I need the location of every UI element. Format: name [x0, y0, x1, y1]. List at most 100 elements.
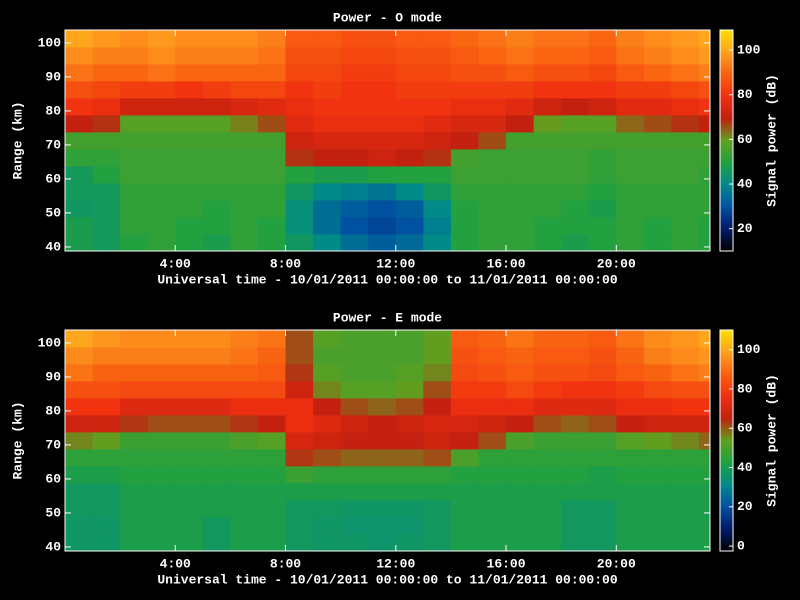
- heatmap-cell: [175, 47, 204, 65]
- heatmap-cell: [313, 81, 342, 99]
- heatmap-cell: [395, 381, 424, 399]
- heatmap-cell: [230, 183, 259, 201]
- heatmap-cell: [616, 415, 645, 433]
- colorbar-tick-label: 20: [737, 499, 753, 514]
- heatmap-cell: [65, 64, 93, 82]
- colorbar-tick-label: 60: [737, 421, 753, 436]
- heatmap-cell: [588, 364, 617, 382]
- heatmap-cell: [395, 449, 424, 467]
- heatmap-cell: [92, 149, 121, 167]
- x-tick-label: 20:00: [597, 556, 636, 571]
- heatmap-cell: [147, 98, 176, 116]
- heatmap-cell: [698, 483, 710, 501]
- heatmap-cell: [561, 534, 590, 551]
- heatmap-cell: [561, 449, 590, 467]
- heatmap-cell: [202, 166, 231, 184]
- heatmap-cell: [423, 81, 452, 99]
- heatmap-cell: [313, 183, 342, 201]
- heatmap-cell: [643, 132, 672, 150]
- heatmap-cell: [257, 534, 286, 551]
- heatmap-cell: [506, 330, 534, 348]
- x-tick-label: 4:00: [160, 556, 191, 571]
- heatmap-cell: [285, 466, 314, 484]
- y-tick-label: 60: [45, 471, 61, 486]
- heatmap-cell: [561, 483, 590, 501]
- heatmap-cell: [120, 466, 149, 484]
- heatmap-cell: [368, 98, 397, 116]
- colorbar: [719, 29, 734, 252]
- heatmap-cell: [120, 149, 149, 167]
- heatmap-cell: [450, 132, 479, 150]
- heatmap-cell: [423, 115, 452, 133]
- heatmap-cell: [313, 517, 342, 535]
- heatmap-cell: [588, 132, 617, 150]
- heatmap-cell: [92, 183, 121, 201]
- heatmap-cell: [671, 381, 700, 399]
- heatmap-cell: [395, 98, 424, 116]
- heatmap-cell: [643, 500, 672, 518]
- heatmap-cell: [147, 381, 176, 399]
- heatmap-cell: [120, 500, 149, 518]
- heatmap-cell: [698, 364, 710, 382]
- heatmap-cell: [65, 81, 93, 99]
- heatmap-cell: [478, 47, 507, 65]
- heatmap-cell: [313, 234, 342, 251]
- heatmap-cell: [147, 347, 176, 365]
- heatmap-cell: [506, 149, 534, 167]
- heatmap-cell: [698, 330, 710, 348]
- heatmap-cell: [506, 449, 534, 467]
- heatmap-cell: [478, 30, 507, 48]
- heatmap-cell: [92, 217, 121, 235]
- heatmap-cell: [257, 115, 286, 133]
- heatmap-cell: [147, 149, 176, 167]
- heatmap-cell: [202, 500, 231, 518]
- heatmap-cell: [202, 432, 231, 450]
- heatmap-cell: [230, 115, 259, 133]
- heatmap-cell: [120, 432, 149, 450]
- heatmap-cell: [478, 449, 507, 467]
- heatmap-cell: [698, 381, 710, 399]
- heatmap-cell: [120, 483, 149, 501]
- heatmap-cell: [202, 381, 231, 399]
- colorbar-tick-label: 40: [737, 176, 753, 191]
- heatmap-cells: [65, 30, 710, 251]
- heatmap-cell: [230, 483, 259, 501]
- heatmap-cell: [588, 432, 617, 450]
- heatmap-cell: [643, 398, 672, 416]
- heatmap-cell: [368, 200, 397, 218]
- heatmap-cell: [285, 115, 314, 133]
- heatmap-cell: [395, 364, 424, 382]
- heatmap-cell: [257, 81, 286, 99]
- heatmap-cell: [202, 449, 231, 467]
- x-tick-label: 8:00: [270, 556, 301, 571]
- heatmap-cell: [533, 98, 562, 116]
- heatmap-cell: [643, 364, 672, 382]
- heatmap-cell: [561, 364, 590, 382]
- heatmap-cell: [175, 217, 204, 235]
- heatmap-cell: [313, 432, 342, 450]
- heatmap-cell: [506, 398, 534, 416]
- heatmap-cell: [202, 466, 231, 484]
- heatmap-cell: [423, 398, 452, 416]
- heatmap-cell: [671, 115, 700, 133]
- heatmap-cell: [616, 330, 645, 348]
- heatmap-cell: [478, 234, 507, 251]
- heatmap-cell: [588, 200, 617, 218]
- heatmap-cell: [120, 132, 149, 150]
- heatmap-cell: [643, 30, 672, 48]
- heatmap-cell: [478, 217, 507, 235]
- heatmap-cell: [285, 81, 314, 99]
- heatmap-cell: [340, 115, 369, 133]
- heatmap-cell: [671, 466, 700, 484]
- heatmap-cell: [616, 500, 645, 518]
- heatmap-cell: [92, 483, 121, 501]
- heatmap-cell: [313, 115, 342, 133]
- heatmap-cell: [423, 132, 452, 150]
- heatmap-cell: [230, 234, 259, 251]
- heatmap-cell: [313, 217, 342, 235]
- heatmap-cell: [202, 30, 231, 48]
- y-axis-label: Range (km): [10, 401, 25, 479]
- heatmap-cell: [313, 132, 342, 150]
- heatmap-cell: [175, 115, 204, 133]
